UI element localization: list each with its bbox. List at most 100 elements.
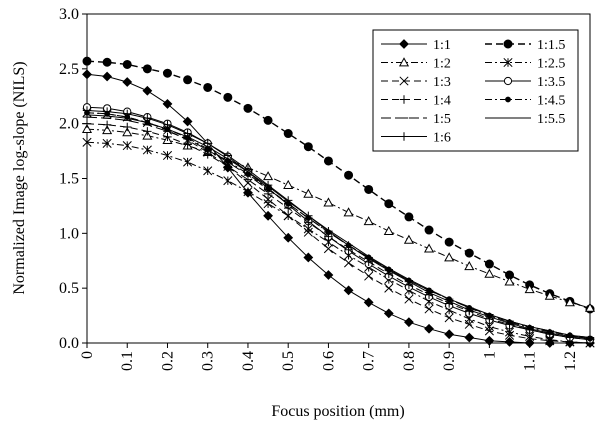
data-point — [122, 59, 132, 69]
legend: 1:1 1:1.5 1:2 1:2.5 1:3 1:3.5 1:4 1:4.5 1:5 1:5.5… — [372, 29, 579, 152]
data-point — [424, 225, 434, 235]
data-point — [82, 106, 92, 115]
data-point — [142, 145, 152, 155]
data-point — [505, 319, 514, 328]
data-point — [82, 56, 92, 66]
legend-label: 1:3.5 — [537, 75, 565, 90]
legend-item: 1:2.5 — [485, 57, 565, 72]
data-point — [304, 211, 313, 220]
y-axis-title: Normalized Image log-slope (NILS) — [11, 61, 28, 294]
data-point — [123, 122, 132, 132]
data-point — [324, 226, 333, 236]
legend-label: 1:2 — [433, 57, 451, 72]
data-point — [504, 330, 515, 340]
x-tick-label: 1.1 — [522, 351, 539, 371]
legend-box — [372, 29, 579, 152]
legend-label: 1:5.5 — [537, 112, 565, 127]
data-point — [343, 285, 354, 296]
x-tick-label: 0.9 — [441, 351, 458, 371]
data-point — [399, 39, 409, 49]
data-point — [263, 194, 273, 204]
data-point — [399, 76, 409, 86]
data-point — [243, 187, 253, 197]
data-point — [122, 141, 132, 151]
data-point — [503, 57, 513, 68]
data-point — [565, 332, 575, 341]
series-line — [86, 128, 591, 309]
data-point — [263, 199, 273, 209]
data-point — [525, 334, 535, 344]
series-1-1_5 — [82, 56, 595, 314]
data-point — [399, 95, 409, 104]
data-point — [504, 336, 515, 347]
series-layer — [81, 56, 596, 348]
data-point — [564, 297, 575, 307]
y-tick-label: 1.5 — [59, 171, 79, 188]
data-point — [404, 212, 414, 222]
y-tick-label: 1.0 — [59, 225, 79, 242]
legend-item: 1:3 — [381, 75, 451, 90]
data-point — [102, 71, 113, 82]
data-point — [344, 258, 354, 268]
legend-item: 1:5 — [381, 112, 451, 127]
legend-label: 1:4.5 — [537, 94, 565, 109]
data-point — [223, 92, 233, 102]
data-point — [82, 137, 92, 147]
data-point — [524, 284, 535, 294]
data-point — [484, 259, 494, 269]
legend-item: 1:4 — [381, 94, 451, 109]
data-point — [545, 328, 554, 338]
data-point — [404, 294, 414, 304]
data-point — [323, 197, 334, 207]
data-point — [284, 196, 293, 205]
y-axis: 0.0 0.5 1.0 1.5 2.0 2.5 3.0 — [59, 6, 87, 352]
data-point — [263, 171, 274, 181]
data-point — [143, 127, 152, 136]
series-line — [86, 141, 591, 344]
data-point — [263, 210, 273, 221]
data-point — [444, 297, 454, 306]
data-point — [183, 75, 193, 85]
data-point — [323, 270, 334, 280]
x-tick-label: 0.2 — [159, 351, 176, 371]
data-point — [423, 243, 435, 253]
legend-item: 1:6 — [381, 131, 451, 146]
legend-label: 1:1.5 — [537, 38, 565, 53]
legend-label: 1:6 — [433, 131, 451, 146]
data-point — [364, 184, 374, 194]
x-tick-label: 0.7 — [361, 351, 378, 371]
data-point — [484, 268, 495, 278]
data-point — [363, 297, 374, 308]
x-tick-label: 1.2 — [562, 351, 579, 371]
data-point — [344, 241, 353, 250]
x-tick-label: 1 — [481, 351, 498, 359]
data-point — [163, 120, 172, 129]
data-point — [223, 151, 233, 160]
data-point — [303, 227, 313, 237]
legend-label: 1:4 — [433, 94, 451, 109]
x-tick-label: 0.3 — [200, 351, 217, 371]
legend-label: 1:3 — [433, 75, 451, 90]
y-tick-label: 0.0 — [59, 335, 79, 352]
data-point — [82, 69, 92, 80]
data-point — [263, 115, 273, 125]
data-point — [544, 290, 555, 300]
data-point — [303, 252, 314, 263]
data-point — [102, 120, 112, 129]
legend-item: 1:1 — [381, 38, 451, 53]
x-axis: 0 0.1 0.2 0.3 0.4 0.5 0.6 0.7 0.8 0.9 1 1.1 1.2 — [79, 343, 579, 371]
data-point — [162, 99, 173, 109]
data-point — [243, 103, 253, 113]
y-tick-label: 2.5 — [59, 61, 79, 78]
legend-item: 1:1.5 — [485, 38, 565, 53]
data-point — [485, 312, 494, 321]
data-point — [162, 150, 173, 161]
data-point — [263, 180, 273, 190]
data-point — [102, 138, 112, 148]
data-point — [283, 211, 293, 221]
data-point — [81, 123, 93, 134]
data-point — [584, 302, 596, 312]
data-point — [303, 142, 313, 152]
data-point — [503, 39, 513, 49]
data-point — [424, 288, 434, 297]
